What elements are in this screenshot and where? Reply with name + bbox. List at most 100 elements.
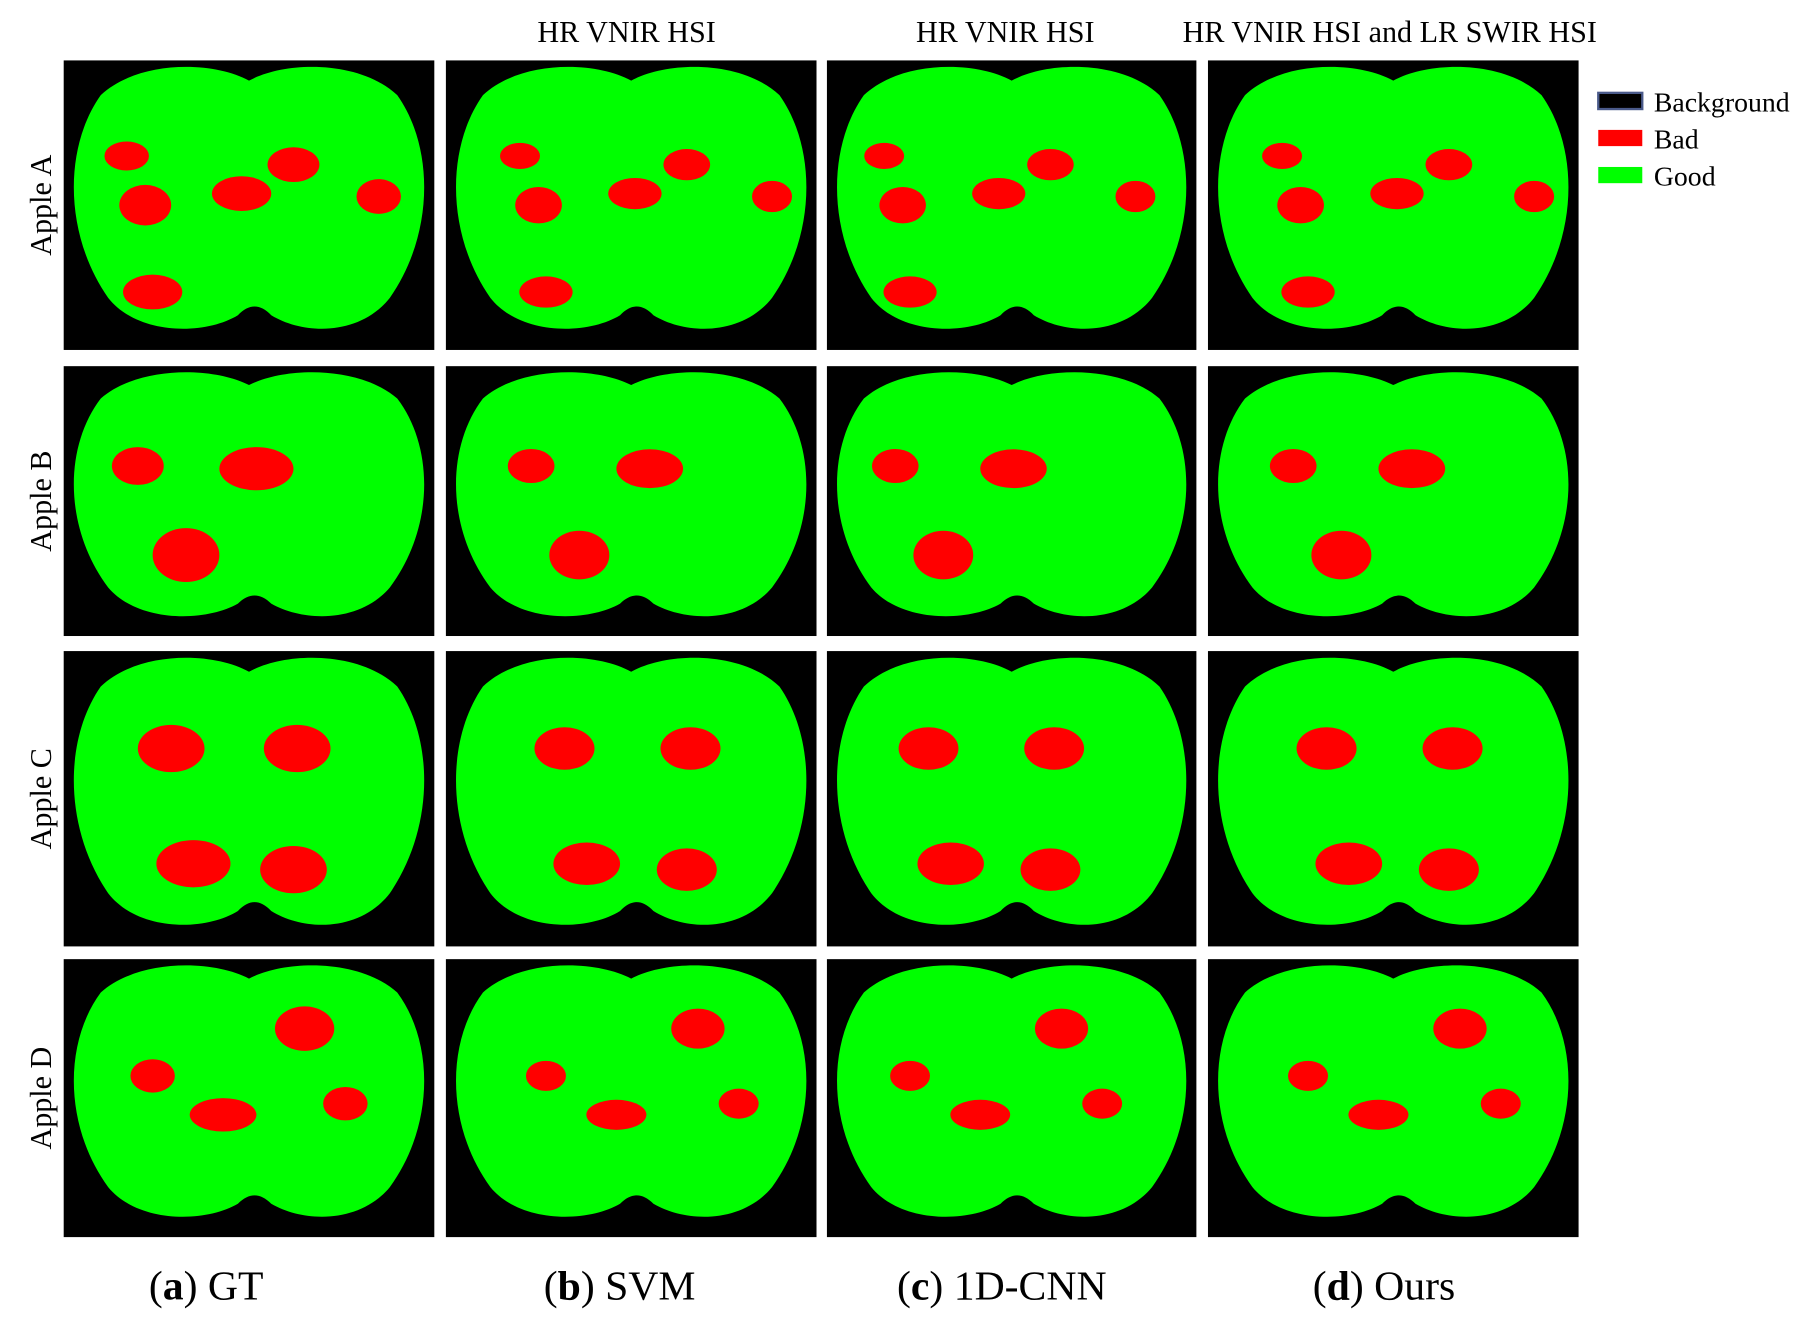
row-label: Apple D	[24, 1047, 58, 1150]
bad-region	[525, 1060, 566, 1091]
bad-region	[1277, 186, 1324, 224]
segmentation-map	[63, 651, 435, 947]
bad-region	[879, 186, 926, 224]
bad-region	[671, 1008, 725, 1049]
bad-region	[1281, 276, 1335, 308]
apple-good-region	[73, 657, 425, 925]
labels: Apple A Apple B Apple C Apple D HR VNIR HSI H…	[24, 15, 1790, 1310]
caption-text: ) Ours	[1350, 1264, 1455, 1310]
caption: (a) GT	[149, 1264, 264, 1310]
bad-region	[1262, 142, 1303, 169]
bad-region	[211, 176, 272, 211]
column-header: HR VNIR HSI	[916, 15, 1094, 49]
bad-region	[137, 724, 205, 773]
caption-letter: b	[558, 1264, 581, 1310]
bad-region	[718, 1088, 759, 1119]
caption-letter: c	[911, 1264, 930, 1310]
panel-grid	[63, 60, 1579, 1238]
bad-region	[1082, 1088, 1123, 1119]
apple-good-region	[837, 657, 1187, 925]
bad-region	[1480, 1088, 1521, 1119]
apple-good-region	[73, 372, 425, 617]
bad-region	[104, 141, 149, 171]
bad-region	[1296, 727, 1357, 770]
bad-region	[152, 528, 220, 583]
row-label: Apple C	[24, 748, 58, 849]
segmentation-map	[826, 651, 1197, 947]
caption-text: ) SVM	[581, 1264, 696, 1310]
apple-good-region	[456, 657, 807, 925]
bad-region	[1311, 530, 1372, 580]
bad-region	[1020, 848, 1081, 891]
bad-region	[219, 447, 294, 491]
bad-region	[1115, 180, 1156, 213]
caption: (c) 1D-CNN	[897, 1264, 1107, 1310]
bad-region	[549, 530, 610, 580]
bad-region	[122, 274, 183, 310]
row-label: Apple B	[24, 450, 58, 551]
legend-swatch	[1598, 129, 1643, 147]
apple-good-region	[837, 965, 1187, 1217]
caption-open: (	[544, 1264, 558, 1310]
bad-region	[500, 142, 541, 169]
apple-good-region	[1218, 657, 1569, 925]
bad-region	[119, 184, 172, 226]
bad-region	[534, 727, 595, 770]
bad-region	[323, 1087, 368, 1121]
bad-region	[864, 142, 905, 169]
apple-good-region	[73, 965, 425, 1217]
bad-region	[1027, 149, 1074, 181]
segmentation-map	[63, 366, 435, 637]
bad-region	[656, 848, 717, 891]
bad-region	[972, 177, 1026, 210]
segmentation-map	[1207, 651, 1579, 947]
segmentation-map	[1207, 366, 1579, 637]
segmentation-map	[826, 366, 1197, 637]
column-header: HR VNIR HSI	[537, 15, 715, 49]
segmentation-map	[826, 959, 1197, 1238]
bad-region	[663, 149, 711, 181]
bad-region	[356, 179, 401, 214]
bad-region	[913, 530, 974, 580]
segmentation-map	[445, 366, 817, 637]
bad-region	[267, 147, 320, 183]
apple-good-region	[1218, 965, 1569, 1217]
apple-good-region	[837, 372, 1187, 617]
bad-region	[1288, 1060, 1329, 1091]
legend-swatch	[1598, 166, 1643, 184]
caption-open: (	[897, 1264, 911, 1310]
caption-open: (	[1313, 1264, 1327, 1310]
bad-region	[260, 845, 327, 894]
legend-label: Bad	[1654, 124, 1699, 155]
bad-region	[890, 1060, 931, 1091]
bad-region	[515, 186, 562, 224]
bad-region	[111, 447, 164, 485]
apple-good-region	[456, 372, 807, 617]
row-label: Apple A	[24, 154, 58, 255]
bad-region	[608, 177, 662, 210]
bad-region	[1348, 1099, 1409, 1130]
bad-region	[189, 1098, 257, 1132]
segmentation-map	[445, 651, 817, 947]
bad-region	[616, 449, 684, 489]
bad-region	[1422, 727, 1483, 770]
bad-region	[1433, 1008, 1487, 1049]
legend-label: Background	[1654, 87, 1790, 118]
bad-region	[752, 180, 793, 213]
bad-region	[1269, 449, 1317, 484]
apple-good-region	[456, 965, 807, 1217]
bad-region	[507, 449, 555, 484]
bad-region	[917, 842, 984, 885]
bad-region	[1034, 1008, 1089, 1049]
segmentation-map	[1207, 60, 1579, 350]
bad-region	[1315, 842, 1383, 885]
apple-good-region	[1218, 372, 1569, 617]
bad-region	[263, 724, 331, 773]
caption-open: (	[149, 1264, 163, 1310]
bad-region	[1514, 180, 1555, 213]
bad-region	[1370, 177, 1424, 210]
bad-region	[519, 276, 573, 308]
caption-letter: a	[163, 1264, 184, 1310]
caption-letter: d	[1327, 1264, 1350, 1310]
